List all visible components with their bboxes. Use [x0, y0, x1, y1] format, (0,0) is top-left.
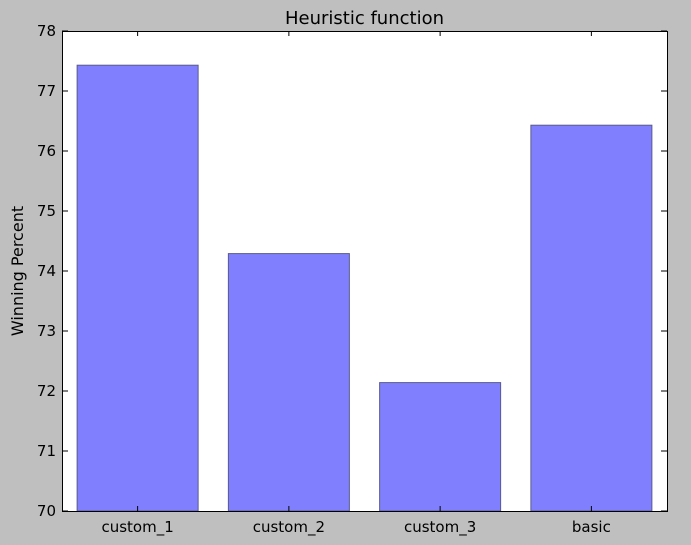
- x-tick-label: basic: [572, 518, 611, 536]
- bars-group: [76, 64, 653, 512]
- bar-custom_3: [379, 382, 502, 512]
- bar-custom_2: [227, 253, 350, 512]
- y-tick-label: 76: [37, 142, 56, 160]
- y-tick-label: 75: [37, 202, 56, 220]
- y-tick-label: 77: [37, 82, 56, 100]
- y-tick-label: 70: [37, 502, 56, 520]
- plot-frame: [62, 31, 668, 512]
- y-tick-label: 71: [37, 442, 56, 460]
- y-tick-label: 78: [37, 22, 56, 40]
- x-tick-label: custom_3: [404, 518, 476, 537]
- y-tick-label: 72: [37, 382, 56, 400]
- bar-basic: [530, 124, 653, 512]
- x-tick-label: custom_2: [253, 518, 325, 537]
- y-tick-label: 73: [37, 322, 56, 340]
- y-tick-label: 74: [37, 262, 56, 280]
- x-tick-label: custom_1: [101, 518, 173, 537]
- chart-title: Heuristic function: [285, 8, 444, 29]
- bar-custom_1: [76, 64, 199, 512]
- ticks-group: custom_1 custom_2 custom_3 basic 70 71 72 73 74 7…: [37, 22, 667, 537]
- y-axis-label: Winning Percent: [8, 206, 27, 336]
